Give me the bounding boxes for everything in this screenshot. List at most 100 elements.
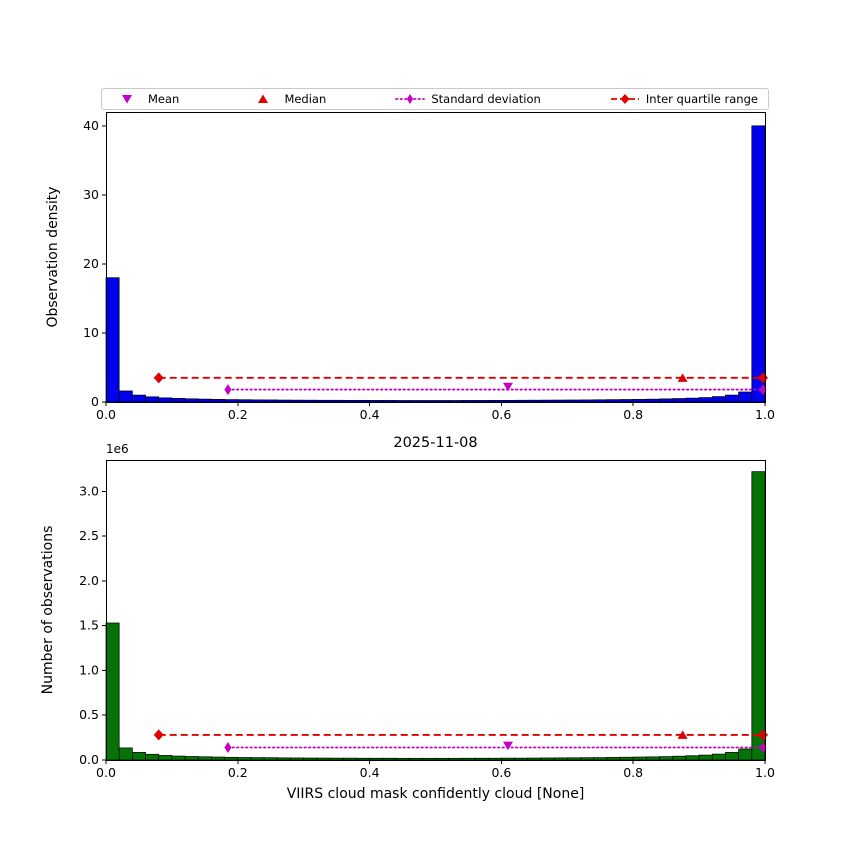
axes-frame	[106, 112, 766, 403]
iqr-start-marker	[153, 372, 164, 384]
histogram-bar	[474, 400, 489, 403]
histogram-bar	[132, 752, 146, 761]
histogram-bar	[540, 757, 555, 761]
histogram-bar	[369, 400, 384, 403]
histogram-bar	[593, 399, 608, 403]
histogram-bar	[448, 757, 463, 761]
histogram-bar	[316, 757, 331, 761]
histogram-bar	[224, 756, 239, 761]
histogram-bar	[316, 399, 331, 403]
histogram-bar	[276, 399, 291, 403]
histogram-bar	[711, 396, 726, 403]
histogram-bar	[738, 748, 753, 761]
histogram-bar	[725, 752, 739, 761]
std-end-marker	[759, 741, 767, 753]
x-tick-label: 0.4	[360, 407, 380, 422]
legend-label-inter-quartile-range: Inter quartile range	[645, 92, 758, 106]
histogram-bar	[211, 399, 225, 403]
histogram-bar	[237, 399, 252, 403]
histogram-bar	[132, 394, 146, 403]
x-tick-label: 1.0	[755, 765, 775, 780]
x-tick-label: 0.6	[491, 407, 511, 422]
histogram-bar	[751, 471, 766, 761]
histogram-bar	[685, 397, 700, 403]
mean-marker	[502, 741, 513, 751]
histogram-bar	[184, 398, 199, 403]
y-tick-label: 2.5	[79, 528, 99, 543]
x-tick-label: 1.0	[755, 407, 775, 422]
histogram-bar	[698, 397, 713, 403]
histogram-bar	[263, 399, 278, 403]
y-tick-label: 0.5	[79, 707, 99, 722]
legend-triangle-down	[122, 95, 132, 104]
histogram-bar	[158, 397, 173, 403]
median-marker	[677, 730, 688, 739]
histogram-bar	[448, 400, 463, 403]
iqr-start-marker	[153, 729, 164, 741]
histogram-bar	[408, 400, 423, 403]
histogram-bar	[487, 757, 502, 761]
histogram-bar	[553, 757, 568, 761]
y-tick-label: 10	[83, 325, 99, 340]
histogram-bar	[303, 399, 318, 403]
observation-density-histogram: 0.0 0.2 0.4 0.6 0.8 1.0 0 10 20 30 40 Observation d…	[45, 112, 775, 422]
histogram-bar	[382, 400, 397, 403]
histogram-bar	[501, 399, 515, 403]
histogram-bar	[250, 399, 265, 403]
x-tick-label: 0.8	[623, 765, 643, 780]
histogram-bar	[566, 399, 581, 403]
y-tick-label: 2.0	[79, 573, 99, 588]
histogram-bar	[619, 756, 634, 761]
y-tick-label: 1.0	[79, 662, 99, 677]
histogram-bar	[197, 756, 212, 761]
histogram-bar	[118, 390, 133, 403]
std-start-marker	[224, 384, 232, 396]
histogram-bar	[408, 757, 423, 761]
histogram-bar	[580, 757, 595, 761]
y-tick-label: 40	[83, 118, 99, 133]
histogram-bar	[395, 757, 410, 761]
histogram-bar	[553, 399, 568, 403]
axis-offset-label: 1e6	[106, 442, 129, 456]
median-marker-icon	[258, 94, 269, 103]
histogram-bar	[580, 399, 595, 403]
histogram-bar	[685, 755, 700, 761]
legend-label-standard-deviation: Standard deviation	[431, 92, 541, 106]
standard-deviation-marker-icon	[395, 94, 426, 104]
legend-triangle-up	[258, 94, 269, 103]
histogram-bar	[290, 399, 305, 403]
histogram-bar	[237, 757, 252, 761]
histogram-bar	[672, 755, 687, 761]
y-tick-label: 30	[83, 187, 99, 202]
x-tick-label: 0.6	[491, 765, 511, 780]
mean-marker-icon	[122, 95, 132, 104]
x-tick-label: 0.2	[228, 765, 248, 780]
histogram-bar	[514, 399, 529, 403]
histogram-bar	[145, 753, 160, 761]
histogram-bar	[738, 391, 753, 403]
histogram-bar	[105, 277, 120, 403]
x-axis-label: VIIRS cloud mask confidently cloud [None…	[287, 786, 585, 802]
histogram-bar	[197, 398, 212, 403]
histogram-bar	[593, 757, 608, 761]
histogram-bar	[421, 400, 436, 403]
legend-label-mean: Mean	[148, 92, 180, 106]
histogram-bar	[659, 398, 674, 403]
histogram-bar	[184, 756, 199, 761]
histogram-bar	[263, 757, 278, 761]
histogram-bar	[329, 399, 344, 403]
histogram-bar	[606, 399, 621, 403]
mean-marker	[502, 382, 513, 392]
histogram-bar	[606, 757, 621, 761]
histogram-bar	[566, 757, 581, 761]
histogram-bar	[342, 757, 357, 761]
histogram-bar	[474, 757, 489, 761]
x-tick-label: 0.8	[623, 407, 643, 422]
histogram-bar	[118, 747, 133, 761]
axes-frame	[106, 460, 766, 761]
x-tick-label: 0.2	[228, 407, 248, 422]
median-marker	[677, 373, 688, 382]
legend-item-inter-quartile-range: Inter quartile range	[610, 92, 758, 106]
